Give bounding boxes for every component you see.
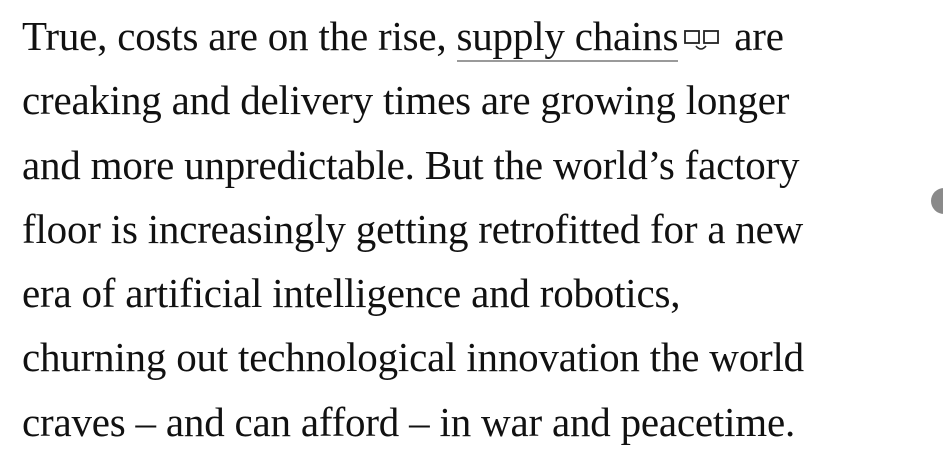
text-line: True, costs are on the rise,: [22, 13, 457, 59]
text-line: era of artificial intelligence and robot…: [22, 270, 681, 317]
text-line: are: [724, 13, 784, 59]
related-topic-icon[interactable]: [684, 6, 720, 50]
text-line: floor is increasingly getting retrofitte…: [22, 205, 804, 252]
article-paragraph: True, costs are on the rise, supply chai…: [22, 4, 943, 454]
text-line: churning out technological innovation th…: [22, 334, 804, 381]
text-line: creaking and delivery times are growing …: [22, 77, 790, 124]
text-line: and more unpredictable. But the world’s …: [22, 141, 800, 188]
supply-chains-link[interactable]: supply chains: [456, 13, 678, 62]
text-line: craves – and can afford – in war and pea…: [22, 398, 796, 445]
scroll-handle[interactable]: [931, 188, 943, 214]
